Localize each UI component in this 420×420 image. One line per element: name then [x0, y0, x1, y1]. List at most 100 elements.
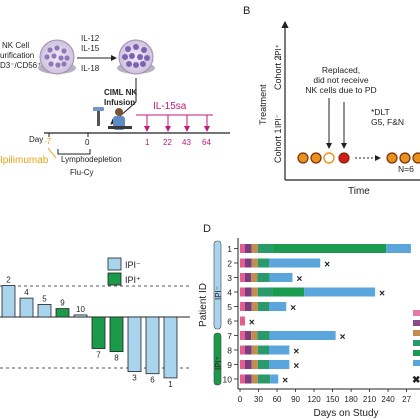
- patient-id-10: 10: [223, 375, 233, 385]
- patient-2-end-marker: ×: [324, 260, 330, 271]
- patient-id-8: 8: [227, 346, 232, 356]
- patient-4-segment-2: [251, 287, 258, 297]
- patient-9-segment-2: [251, 360, 258, 369]
- patient-8-segment-3: [257, 345, 269, 355]
- patient-7-end-marker: ×: [340, 332, 346, 343]
- patient-1-segment-4: [272, 244, 387, 253]
- patient-id-2: 2: [227, 259, 232, 269]
- patient-5-segment-2: [251, 302, 258, 311]
- patient-2-segment-0: [240, 258, 245, 268]
- patient-id-9: 9: [227, 360, 232, 370]
- patient-9-segment-1: [244, 360, 252, 369]
- x-tick-27: 27: [402, 395, 411, 404]
- waterfall-bar-6: [145, 316, 160, 375]
- patient-10-segment-2: [251, 374, 258, 384]
- panel-b: B Treatment Cohort 2 IPI⁺ Cohort 1 IPI⁻ …: [243, 5, 420, 197]
- panel-d: D Patient ID IPI⁻ IPI⁺ 1 2 × 3 × 4 × 5 × 6 × 7 × 8 × 9 ×…: [198, 223, 420, 419]
- patient-8-segment-2: [251, 345, 258, 355]
- patient-id-7: 7: [227, 331, 232, 341]
- patient-3-segment-3: [257, 273, 270, 282]
- day-minus7: -7: [44, 137, 52, 146]
- patient-3-segment-2: [251, 273, 258, 282]
- waterfall-bar-label-3: 3: [132, 374, 137, 383]
- lymph-bracket: [57, 149, 91, 155]
- ipi-neg-group-label: IPI⁻: [214, 286, 223, 300]
- patient-10-end-marker: ×: [282, 376, 288, 387]
- patient-8-end-marker: ×: [293, 347, 299, 358]
- swimmer-legend: ✖: [412, 310, 420, 386]
- day-1: 1: [145, 138, 150, 147]
- ipi-neg-group-bar: [213, 240, 222, 330]
- waterfall-bar-label-8: 8: [114, 354, 119, 363]
- legend-swatch-0: [413, 310, 420, 316]
- x-tick-120: 120: [307, 395, 321, 404]
- patient-8-segment-1: [244, 345, 252, 355]
- patient-4-end-marker: ×: [379, 289, 385, 300]
- waterfall-bar-10: [73, 314, 88, 318]
- dlt-line1: *DLT: [371, 107, 390, 117]
- cohort1-ipi-label: IPI⁻: [274, 114, 283, 128]
- patient-5-end-marker: ×: [290, 303, 296, 314]
- x-axis-label: Days on Study: [313, 408, 378, 419]
- patient-7-segment-0: [240, 331, 245, 340]
- patient-10-segment-1: [244, 374, 252, 384]
- day-label: Day: [29, 135, 43, 144]
- legend-ipi-neg: IPI⁻: [125, 260, 141, 270]
- patient-id-4: 4: [227, 288, 232, 298]
- culture-dish-2-icon: [117, 39, 155, 75]
- patient-10-segment-3: [257, 374, 271, 384]
- day-22: 22: [163, 138, 172, 147]
- patient-10-segment-5: [270, 374, 279, 384]
- legend-end-marker: ✖: [412, 375, 420, 386]
- replaced-line2: did not receive: [313, 75, 369, 85]
- y-axis-label: Patient ID: [198, 283, 209, 327]
- patient-2-segment-5: [268, 258, 321, 268]
- x-tick-0: 0: [238, 395, 243, 404]
- n-label: N=6: [398, 164, 414, 174]
- culture-dish-1-icon: [38, 39, 76, 75]
- patient-1-segment-1: [244, 244, 252, 253]
- patient-3-segment-1: [244, 273, 252, 282]
- replaced-line1: Replaced,: [322, 65, 360, 75]
- x-tick-30: 30: [254, 395, 263, 404]
- patient-2-segment-3: [257, 258, 269, 268]
- step1-line2: urification: [0, 51, 34, 60]
- il15-dose-arrows: [144, 115, 210, 132]
- panel-b-letter: B: [243, 5, 250, 17]
- patient-id-3: 3: [227, 273, 232, 283]
- waterfall-bar-1: [163, 316, 178, 379]
- patient-8-segment-0: [240, 345, 245, 355]
- swimmer-lanes: 1 2 × 3 × 4 × 5 × 6 × 7 × 8 × 9 × 10 ×: [223, 244, 411, 387]
- ipi-pos-group-bar: [213, 332, 222, 386]
- cytokine-il18: IL-18: [81, 64, 100, 73]
- waterfall-bar-2: [1, 285, 16, 318]
- patient-9-end-marker: ×: [293, 361, 299, 372]
- legend-swatch-1: [413, 320, 420, 326]
- waterfall-bar-label-1: 1: [168, 380, 173, 389]
- replaced-line3: NK cells due to PD: [305, 85, 376, 95]
- day-64: 64: [202, 138, 211, 147]
- waterfall-bar-label-4: 4: [24, 288, 29, 297]
- patient-4-segment-5: [304, 287, 376, 297]
- patient-5-segment-1: [244, 302, 252, 311]
- dlt-line2: G5, F&N: [371, 117, 404, 127]
- patient-2-segment-2: [251, 258, 258, 268]
- patient-3-segment-5: [269, 273, 293, 282]
- dlt-patient-marker: [338, 152, 350, 164]
- legend-ipi-pos: IPI⁺: [125, 275, 141, 285]
- legend-swatch-ipi-pos: [107, 272, 122, 286]
- day-43: 43: [182, 138, 191, 147]
- patient-6-segment-0: [240, 316, 245, 326]
- cohort1-patients: [297, 152, 420, 164]
- panel-d-letter: D: [203, 223, 211, 235]
- cohort2-ipi-label: IPI⁺: [274, 44, 283, 58]
- patient-id-5: 5: [227, 302, 232, 312]
- cytokine-il12: IL-12: [81, 34, 100, 43]
- patient-5-segment-5: [268, 302, 287, 311]
- x-tick-240: 240: [381, 395, 395, 404]
- patient-7-segment-5: [269, 331, 336, 340]
- cohort2-label: Cohort 2: [273, 55, 283, 90]
- waterfall-bar-4: [19, 297, 34, 318]
- legend-swatch-ipi-neg: [107, 257, 122, 271]
